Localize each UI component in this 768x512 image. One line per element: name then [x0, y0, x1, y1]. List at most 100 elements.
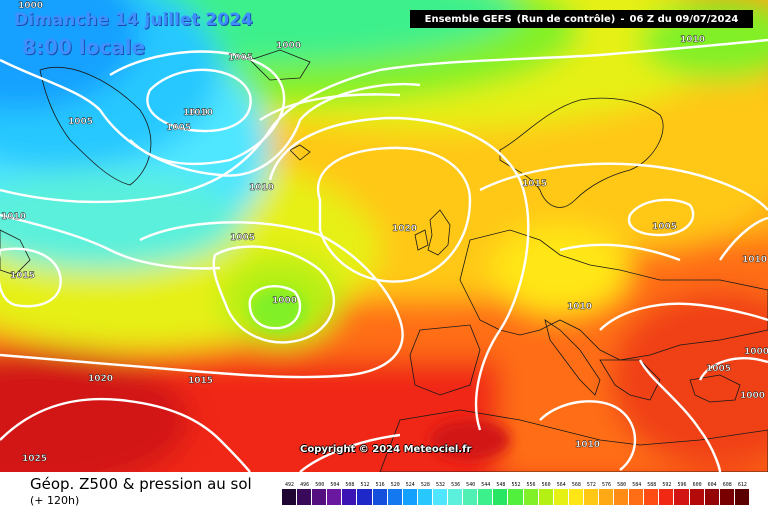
scale-step: 576 — [598, 481, 615, 505]
scale-step: 536 — [448, 481, 464, 505]
scale-label: 544 — [481, 482, 491, 488]
weather-map: 1000 1000 1005 1005 1005 1010 1010 1010 … — [0, 0, 768, 472]
scale-step: 496 — [297, 481, 313, 505]
scale-step: 504 — [327, 481, 343, 505]
scale-swatch — [478, 489, 494, 505]
scale-swatch — [432, 489, 449, 505]
isobar-label: 1005 — [230, 233, 255, 243]
scale-swatch — [659, 489, 675, 505]
isobar-label: 1025 — [22, 454, 47, 464]
scale-step: 544 — [478, 481, 494, 505]
scale-step: 580 — [614, 481, 630, 505]
model-name: Ensemble GEFS — [424, 13, 512, 25]
scale-swatch — [614, 489, 630, 505]
scale-swatch — [327, 489, 343, 505]
scale-label: 612 — [737, 482, 747, 488]
isobar-label: 1005 — [166, 123, 191, 133]
scale-step: 512 — [357, 481, 373, 505]
copyright-notice: Copyright © 2024 Meteociel.fr — [300, 444, 472, 455]
scale-step: 540 — [463, 481, 479, 505]
scale-swatch — [402, 489, 418, 505]
scale-label: 536 — [451, 482, 461, 488]
isobar-label: 1010 — [188, 108, 213, 118]
scale-swatch — [448, 489, 464, 505]
scale-label: 592 — [662, 482, 672, 488]
scale-swatch — [417, 489, 433, 505]
isobar-label: 1020 — [88, 374, 113, 384]
scale-swatch — [719, 489, 735, 505]
scale-label: 556 — [526, 482, 536, 488]
isobar-label: 1000 — [276, 41, 301, 51]
scale-step: 556 — [523, 481, 539, 505]
scale-step: 492 — [282, 481, 298, 505]
scale-label: 496 — [300, 482, 310, 488]
scale-label: 560 — [541, 482, 551, 488]
scale-swatch — [282, 489, 298, 505]
isobar-label: 1010 — [1, 212, 26, 222]
scale-label: 608 — [722, 482, 732, 488]
scale-label: 580 — [617, 482, 627, 488]
scale-step: 596 — [674, 481, 690, 505]
scale-swatch — [568, 489, 584, 505]
scale-swatch — [583, 489, 599, 505]
scale-step: 612 — [734, 481, 750, 505]
scale-label: 572 — [586, 482, 596, 488]
scale-label: 576 — [602, 482, 612, 488]
run-separator: - — [620, 13, 625, 25]
scale-swatch — [538, 489, 554, 505]
run-time: 06 Z du 09/07/2024 — [629, 13, 739, 25]
scale-swatch — [387, 489, 403, 505]
isobar-label: 1010 — [680, 35, 705, 45]
scale-step: 600 — [689, 481, 705, 505]
scale-step: 592 — [659, 481, 675, 505]
scale-label: 516 — [375, 482, 385, 488]
scale-swatch — [463, 489, 479, 505]
scale-step: 528 — [417, 481, 433, 505]
isobar-label: 1010 — [575, 440, 600, 450]
scale-step: 500 — [312, 481, 328, 505]
scale-swatch — [674, 489, 690, 505]
scale-label: 588 — [647, 482, 657, 488]
scale-swatch — [598, 489, 615, 505]
scale-swatch — [629, 489, 645, 505]
scale-step: 572 — [583, 481, 599, 505]
isobar-label: 1010 — [249, 183, 274, 193]
time-title: 8:00 locale — [22, 35, 146, 59]
isobar-label: 1015 — [522, 179, 547, 189]
isobars — [0, 38, 768, 472]
isobar-label: 1005 — [68, 117, 93, 127]
scale-swatch — [508, 489, 524, 505]
scale-swatch — [644, 489, 660, 505]
isobar-label: 1010 — [183, 108, 208, 118]
isobar-labels: 1000 1000 1005 1005 1005 1010 1010 1010 … — [1, 1, 768, 464]
scale-swatch — [523, 489, 539, 505]
chart-title: Géop. Z500 & pression au sol — [30, 475, 252, 493]
scale-swatch — [357, 489, 373, 505]
scale-label: 524 — [405, 482, 415, 488]
scale-swatch — [297, 489, 313, 505]
scale-label: 512 — [360, 482, 370, 488]
scale-step: 508 — [342, 481, 358, 505]
run-type: (Run de contrôle) — [516, 13, 616, 25]
isobar-label: 1000 — [18, 1, 43, 11]
forecast-range: (+ 120h) — [30, 494, 80, 507]
isobar-label: 1005 — [228, 53, 253, 63]
scale-label: 528 — [420, 482, 430, 488]
scale-step: 564 — [553, 481, 569, 505]
run-info-banner: Ensemble GEFS (Run de contrôle) - 06 Z d… — [410, 10, 753, 28]
isobar-label: 1000 — [744, 347, 768, 357]
isobar-label: 1005 — [706, 364, 731, 374]
scale-step: 584 — [629, 481, 645, 505]
isobar-label: 1010 — [742, 255, 767, 265]
scale-label: 564 — [556, 482, 566, 488]
scale-label: 520 — [390, 482, 400, 488]
scale-swatch — [312, 489, 328, 505]
scale-swatch — [734, 489, 750, 505]
scale-step: 608 — [719, 481, 735, 505]
scale-step: 524 — [402, 481, 418, 505]
scale-label: 596 — [677, 482, 687, 488]
isobar-label: 1015 — [10, 271, 35, 281]
scale-step: 552 — [508, 481, 524, 505]
scale-label: 540 — [466, 482, 476, 488]
